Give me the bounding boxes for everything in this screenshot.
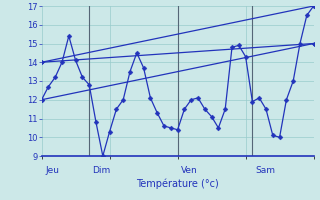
Text: Ven: Ven	[181, 166, 198, 175]
X-axis label: Température (°c): Température (°c)	[136, 178, 219, 189]
Text: Jeu: Jeu	[45, 166, 59, 175]
Text: Dim: Dim	[92, 166, 111, 175]
Text: Sam: Sam	[256, 166, 276, 175]
